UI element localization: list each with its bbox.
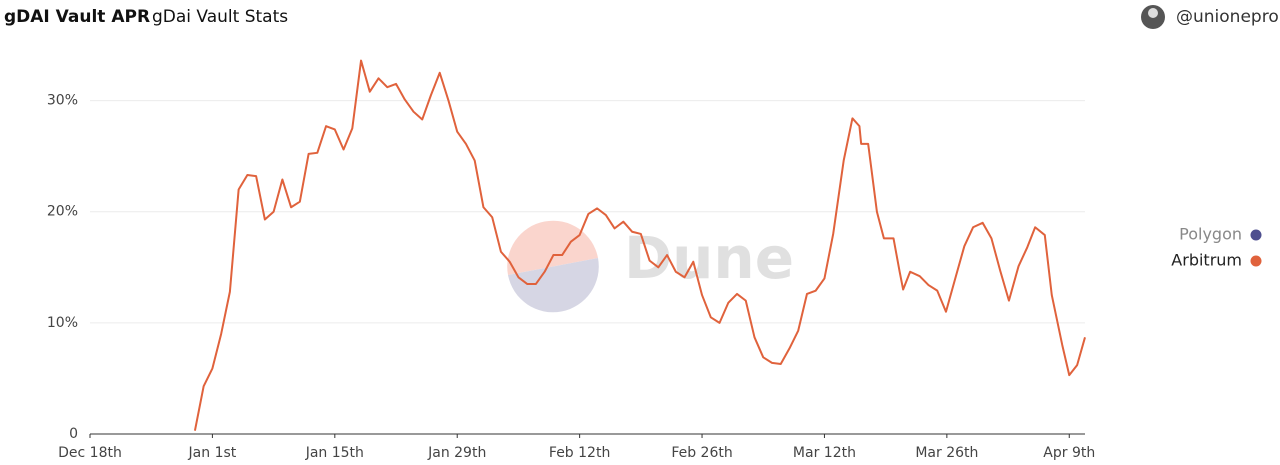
watermark-text: Dune — [624, 224, 794, 292]
legend-label: Polygon — [1179, 225, 1242, 244]
y-tick-label: 0 — [69, 426, 78, 442]
series-line — [193, 59, 1086, 431]
y-tick-label: 20% — [47, 204, 78, 220]
x-tick-label: Apr 9th — [1043, 445, 1095, 461]
y-tick-label: 10% — [47, 315, 78, 331]
x-tick-label: Mar 12th — [793, 445, 856, 461]
x-tick-label: Jan 1st — [188, 445, 237, 461]
author: @unionepro — [1176, 7, 1279, 27]
watermark-logo-bottom — [508, 258, 599, 313]
chart-title: gDAI Vault APR — [4, 7, 150, 27]
legend-swatch — [1250, 229, 1262, 241]
x-tick-label: Jan 29th — [427, 445, 486, 461]
x-tick-label: Mar 26th — [915, 445, 978, 461]
x-tick-label: Feb 26th — [671, 445, 732, 461]
x-tick-label: Feb 12th — [549, 445, 610, 461]
x-tick-label: Dec 18th — [58, 445, 122, 461]
y-tick-label: 30% — [47, 93, 78, 109]
chart-subtitle: gDai Vault Stats — [152, 7, 288, 27]
watermark-logo-top — [507, 220, 598, 275]
x-tick-label: Jan 15th — [305, 445, 364, 461]
avatar-head — [1148, 8, 1158, 18]
legend-label: Arbitrum — [1171, 251, 1242, 270]
legend-swatch — [1250, 255, 1262, 267]
watermark: Dune — [507, 220, 794, 313]
